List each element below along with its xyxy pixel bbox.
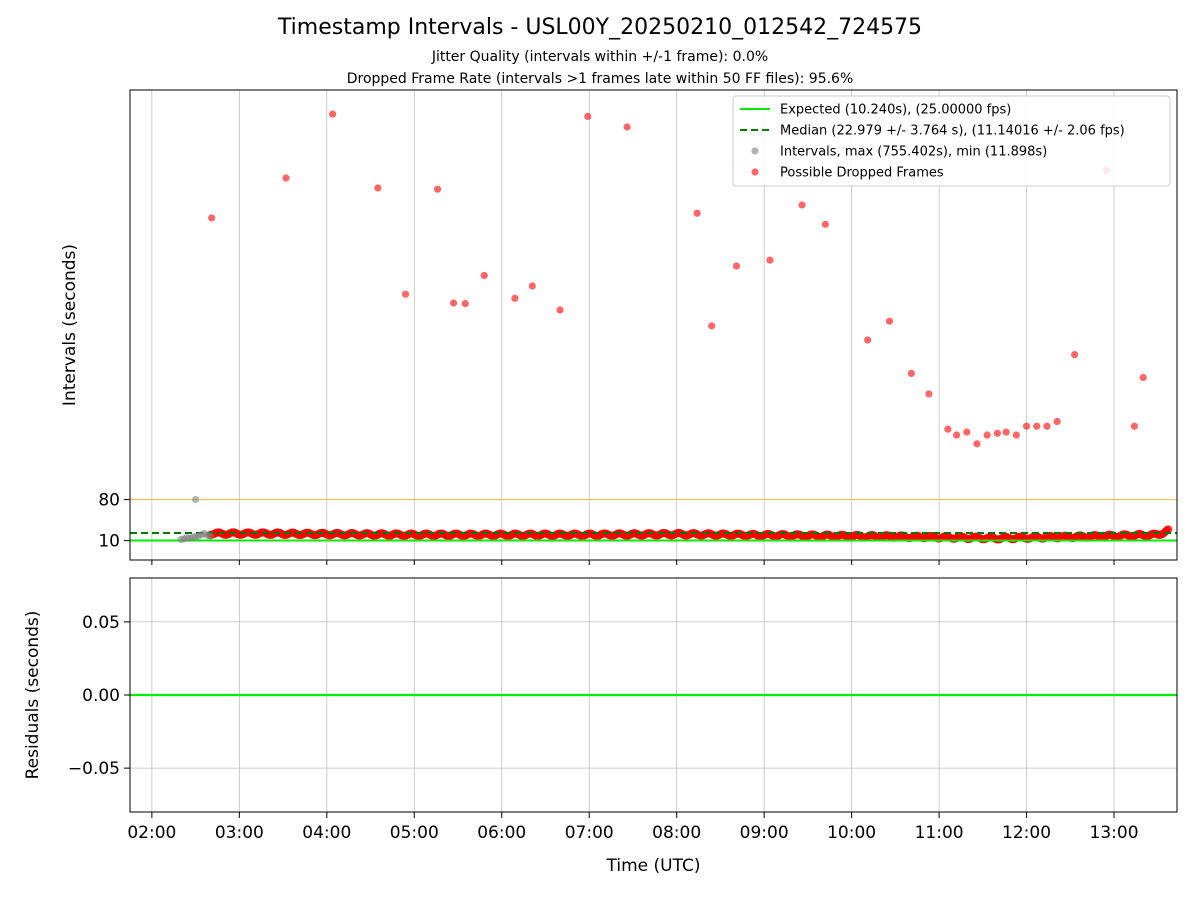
dropped-frame-point-12 [584, 112, 592, 121]
dropped-frame-point-27 [973, 440, 981, 448]
dropped-frame-point-35 [1053, 417, 1061, 426]
interval-point-11 [192, 495, 200, 504]
dropped-frame-point-18 [798, 201, 806, 209]
top-plot-frame [129, 89, 1178, 561]
dropped-frame-point-31 [1012, 431, 1020, 439]
dropped-frame-point-23 [925, 390, 933, 398]
interval-point-10 [206, 532, 214, 540]
chart-subtitle-jitter: Jitter Quality (intervals within +/-1 fr… [431, 49, 769, 65]
dropped-frame-point-20 [864, 336, 872, 344]
dropped-frame-point-7 [461, 299, 469, 308]
x-tick-label-2: 04:00 [302, 823, 351, 843]
legend-swatch-intervals [751, 147, 759, 155]
dropped-frame-point-32 [1022, 422, 1031, 430]
dropped-frame-point-19 [821, 220, 829, 228]
x-tick-label-1: 03:00 [215, 823, 264, 843]
bottom-y-tick-label-1: 0.00 [82, 686, 120, 706]
dropped-frame-point-2 [329, 110, 337, 118]
dropped-frame-point-11 [556, 306, 564, 314]
dropped-frame-point-25 [952, 431, 961, 439]
dropped-frame-point-0 [208, 214, 216, 222]
x-tick-label-10: 12:00 [1002, 823, 1051, 843]
x-axis-label: Time (UTC) [606, 856, 701, 876]
top-y-axis-label: Intervals (seconds) [60, 244, 80, 406]
x-tick-label-6: 08:00 [652, 823, 701, 843]
dropped-frame-point-15 [708, 322, 716, 330]
dropped-frame-point-3 [374, 184, 382, 192]
dropped-frame-point-33 [1033, 422, 1041, 430]
legend-label-3: Possible Dropped Frames [780, 166, 944, 181]
x-tick-label-8: 10:00 [827, 823, 876, 843]
x-tick-label-11: 13:00 [1090, 823, 1139, 843]
dropped-frame-point-30 [1002, 428, 1010, 436]
legend-label-2: Intervals, max (755.402s), min (11.898s) [780, 145, 1047, 160]
dropped-frame-point-36 [1071, 351, 1079, 359]
chart-title: Timestamp Intervals - USL00Y_20250210_01… [277, 15, 923, 40]
top-y-tick-label-1: 80 [98, 491, 120, 511]
dropped-frame-point-22 [907, 369, 915, 378]
bottom-y-tick-label-2: −0.05 [68, 759, 120, 779]
dropped-frame-point-39 [1139, 373, 1147, 382]
x-tick-label-0: 02:00 [127, 823, 176, 843]
bottom-y-axis-label: Residuals (seconds) [23, 611, 43, 780]
dropped-frame-point-8 [480, 271, 488, 280]
x-tick-label-4: 06:00 [477, 823, 526, 843]
dropped-frame-point-5 [433, 185, 442, 193]
dropped-frame-point-16 [732, 262, 741, 270]
x-tick-label-5: 07:00 [565, 823, 614, 843]
dropped-frame-point-6 [450, 299, 458, 307]
dropped-frame-point-14 [693, 209, 701, 217]
dropped-frame-point-1 [282, 174, 290, 182]
legend-swatch-dropped [751, 168, 759, 176]
x-tick-label-9: 11:00 [915, 823, 964, 843]
dropped-frame-point-9 [511, 294, 519, 302]
dropped-frame-point-29 [993, 429, 1001, 437]
dropped-frame-point-10 [528, 282, 536, 290]
dropped-frame-point-17 [766, 256, 774, 264]
bottom-y-tick-label-0: 0.05 [82, 613, 120, 633]
dropped-frame-point-13 [623, 123, 631, 131]
dropped-frame-point-21 [885, 317, 894, 325]
top-y-tick-label-0: 10 [98, 532, 120, 552]
chart-subtitle-dropped: Dropped Frame Rate (intervals >1 frames … [346, 71, 854, 87]
dropped-frame-point-26 [963, 428, 971, 436]
dropped-frame-point-34 [1043, 422, 1051, 430]
legend-label-0: Expected (10.240s), (25.00000 fps) [780, 103, 1011, 118]
legend-box [732, 95, 1171, 187]
x-tick-label-3: 05:00 [390, 823, 439, 843]
dropped-frame-point-4 [401, 290, 410, 298]
dropped-frame-point-24 [944, 425, 952, 433]
dropped-frame-point-38 [1130, 422, 1139, 430]
dropped-frame-band-point [1164, 525, 1173, 534]
dropped-frame-point-28 [983, 431, 991, 439]
legend-label-1: Median (22.979 +/- 3.764 s), (11.14016 +… [780, 124, 1125, 139]
x-tick-label-7: 09:00 [740, 823, 789, 843]
